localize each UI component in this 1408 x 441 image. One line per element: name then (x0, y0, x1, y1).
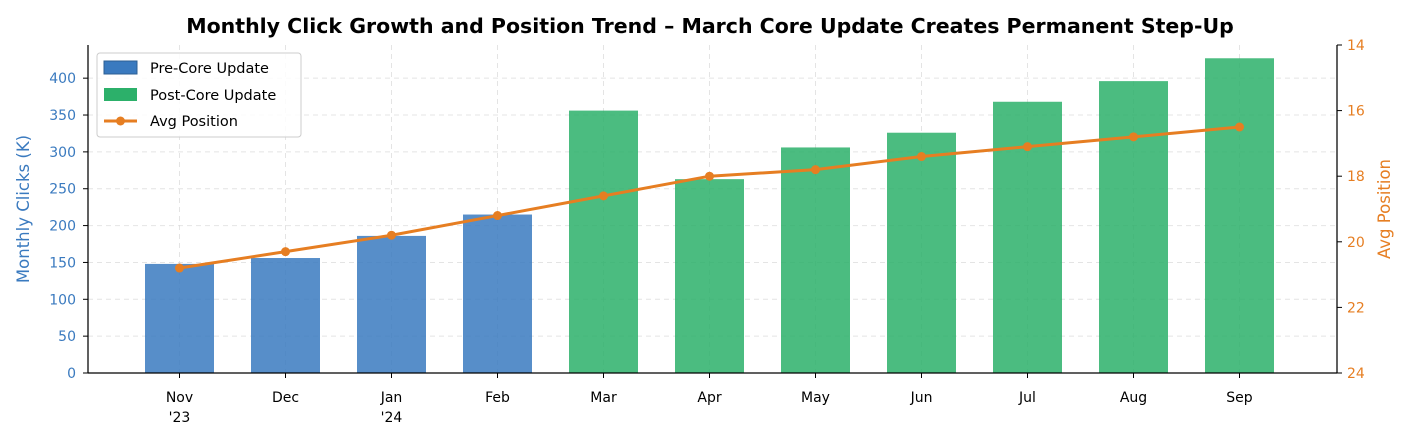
legend-label-line: Avg Position (150, 114, 238, 130)
y-tick-label: 100 (49, 292, 76, 308)
bar-post (887, 132, 956, 373)
x-tick-label: May (801, 390, 830, 406)
x-tick-label-line: Jun (910, 390, 933, 406)
x-tick-label: Apr (697, 390, 721, 406)
y2-tick-label: 22 (1347, 300, 1365, 316)
y-tick-label: 300 (49, 145, 76, 161)
axes-layer (87, 45, 1338, 374)
bar-post (1205, 58, 1274, 373)
bar-post (781, 147, 850, 373)
bars-layer (145, 58, 1274, 373)
x-tick-label-line: Mar (590, 390, 617, 406)
x-tick-label-line: Nov (166, 390, 193, 406)
legend: Pre-Core Update Post-Core Update Avg Pos… (96, 52, 302, 138)
y-tick-label: 0 (67, 366, 76, 382)
bar-pre (251, 258, 320, 373)
legend-frame (96, 52, 302, 138)
y2-axis-label: Avg Position (1375, 159, 1394, 259)
position-marker (705, 171, 714, 181)
position-marker (175, 263, 184, 273)
y-axis-label: Monthly Clicks (K) (14, 135, 33, 283)
position-marker (387, 230, 396, 240)
x-tick-label: Aug (1120, 390, 1147, 406)
line-layer (175, 122, 1244, 273)
y-tick-label: 400 (49, 71, 76, 87)
x-tick-label: Jul (1018, 390, 1036, 406)
position-marker (917, 152, 926, 162)
ticks-layer: 0 50 100 150 200 250 300 350 400 14 16 18 20 22 24 Nov '… (49, 38, 1365, 426)
position-marker (599, 191, 608, 201)
x-tick-label-line: Dec (272, 390, 299, 406)
x-tick-label-line: '23 (169, 410, 191, 426)
y2-tick-label: 24 (1347, 366, 1365, 382)
x-tick-label-line: Feb (485, 390, 510, 406)
legend-swatch-pre (103, 60, 138, 75)
y-tick-label: 50 (58, 329, 76, 345)
y-tick-label: 350 (49, 108, 76, 124)
x-tick-label: Nov '23 (166, 390, 193, 426)
x-tick-label: Jan '24 (380, 390, 403, 426)
x-tick-label-line: Jan (380, 390, 403, 406)
x-tick-label: Jun (910, 390, 933, 406)
y2-tick-label: 14 (1347, 38, 1365, 54)
y2-tick-label: 20 (1347, 235, 1365, 251)
x-tick-label: Feb (485, 390, 510, 406)
bar-pre (463, 214, 532, 373)
y2-tick-label: 16 (1347, 104, 1365, 120)
position-marker (1235, 122, 1244, 132)
position-marker (1129, 132, 1138, 142)
legend-label-post: Post-Core Update (150, 88, 276, 104)
legend-swatch-marker (116, 116, 125, 126)
legend-label-pre: Pre-Core Update (150, 61, 269, 77)
y-tick-label: 150 (49, 255, 76, 271)
position-marker (281, 247, 290, 257)
bar-post (569, 110, 638, 373)
position-marker (493, 211, 502, 221)
chart-title: Monthly Click Growth and Position Trend … (186, 14, 1234, 38)
position-marker (1023, 142, 1032, 152)
bar-post (675, 179, 744, 373)
bar-pre (357, 235, 426, 373)
x-tick-label-line: Jul (1018, 390, 1036, 406)
x-tick-label-line: Sep (1226, 390, 1253, 406)
y-tick-label: 200 (49, 219, 76, 235)
x-tick-label-line: Aug (1120, 390, 1147, 406)
y-tick-label: 250 (49, 182, 76, 198)
legend-swatch-post (104, 88, 137, 101)
y2-tick-label: 18 (1347, 169, 1365, 185)
x-tick-label-line: '24 (381, 410, 403, 426)
x-tick-label: Sep (1226, 390, 1253, 406)
x-tick-label: Dec (272, 390, 299, 406)
position-marker (811, 165, 820, 175)
bar-post (1099, 81, 1168, 373)
x-tick-label-line: May (801, 390, 830, 406)
x-tick-label: Mar (590, 390, 617, 406)
bar-pre (145, 263, 214, 373)
x-tick-label-line: Apr (697, 390, 721, 406)
